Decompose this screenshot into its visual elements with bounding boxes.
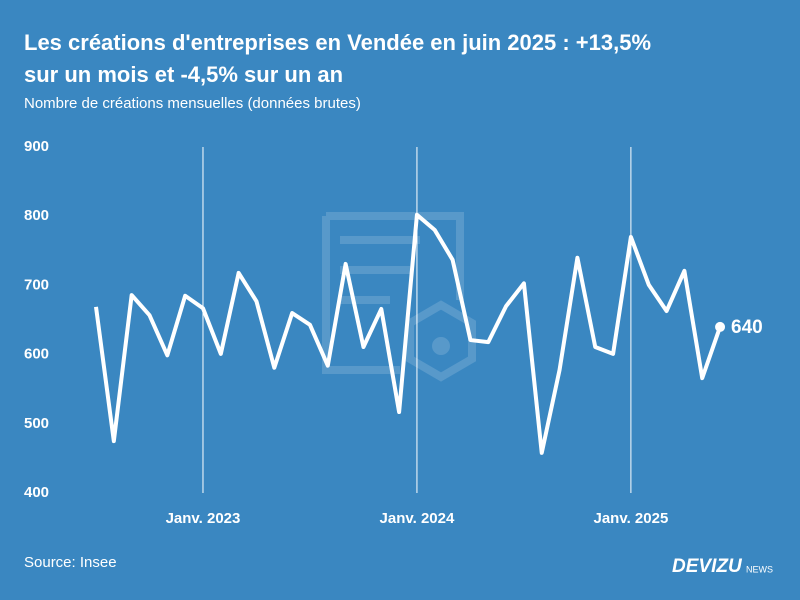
source: Source: Insee bbox=[24, 554, 117, 571]
y-tick-label: 900 bbox=[24, 138, 49, 155]
x-tick-label: Janv. 2023 bbox=[166, 510, 241, 527]
end-point bbox=[715, 321, 726, 332]
y-tick-label: 700 bbox=[24, 276, 49, 293]
chart-subtitle: Nombre de créations mensuelles (données … bbox=[24, 95, 361, 112]
brand: DEVIZU bbox=[672, 556, 743, 577]
watermark bbox=[322, 212, 476, 382]
x-tick-label: Janv. 2025 bbox=[594, 510, 669, 527]
y-tick-label: 800 bbox=[24, 207, 49, 224]
line bbox=[94, 212, 722, 455]
chart-title: Les créations d'entreprises en Vendée en… bbox=[24, 30, 651, 55]
x-tick-label: Janv. 2024 bbox=[380, 510, 455, 527]
y-tick-label: 500 bbox=[24, 415, 49, 432]
brand-suffix: NEWS bbox=[746, 564, 773, 574]
y-tick-label: 400 bbox=[24, 484, 49, 501]
end-label: 640 bbox=[731, 317, 763, 338]
chart-title: sur un mois et -4,5% sur un an bbox=[24, 62, 343, 87]
y-tick-label: 600 bbox=[24, 346, 49, 363]
